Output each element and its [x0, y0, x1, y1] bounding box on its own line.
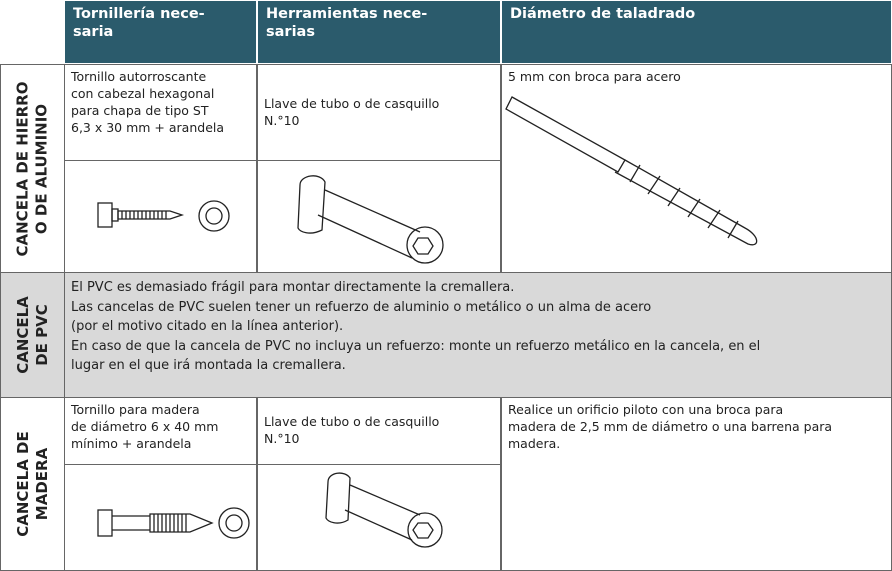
- socket-wrench: [325, 472, 443, 548]
- self-tapping-screw: [97, 200, 230, 232]
- cell: Realice un orificio piloto con una broca…: [501, 397, 892, 571]
- header-cell: Diámetro de taladrado: [501, 0, 892, 64]
- row-label-cell: CANCELA DE PVC: [0, 272, 65, 398]
- socket-wrench: [297, 175, 444, 264]
- header-cell: Tornillería nece- saria: [64, 0, 257, 64]
- cell: El PVC es demasiado frágil para montar d…: [64, 272, 892, 398]
- cell: Tornillo para madera de diámetro 6 x 40 …: [64, 397, 257, 465]
- drill-bit: [505, 96, 758, 246]
- wood-screw: [97, 507, 250, 539]
- header-cell: Herramientas nece- sarias: [257, 0, 501, 64]
